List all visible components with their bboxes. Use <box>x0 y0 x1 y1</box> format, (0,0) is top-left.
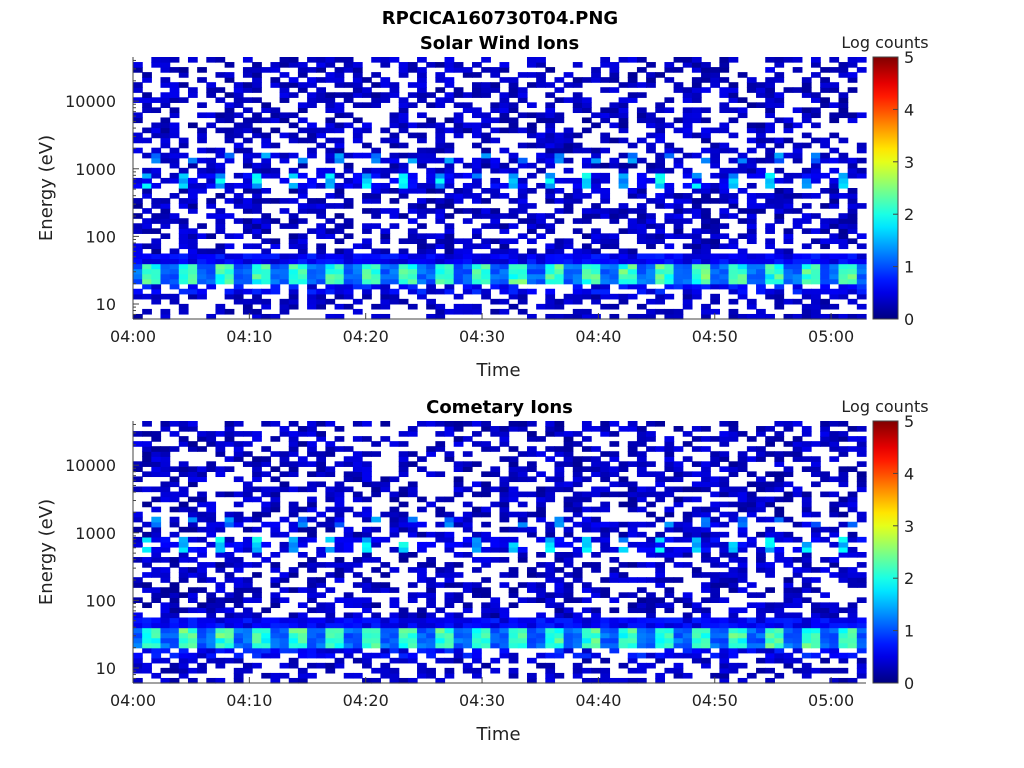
y-tick-label: 100 <box>85 227 116 246</box>
x-tick-label: 04:50 <box>692 327 738 346</box>
y-axis-label: Energy (eV) <box>36 135 57 241</box>
heatmap-cells <box>133 421 867 684</box>
x-tick-label: 05:00 <box>808 691 854 710</box>
x-axis-label: Time <box>475 360 520 381</box>
colorbar-tick-label: 1 <box>904 622 914 641</box>
x-tick-label: 04:40 <box>575 327 621 346</box>
y-tick-label: 100 <box>85 591 116 610</box>
x-tick-label: 04:10 <box>226 327 272 346</box>
colorbar-tick-label: 2 <box>904 569 914 588</box>
colorbar-tick-label: 4 <box>904 464 914 483</box>
y-tick-label: 10 <box>96 295 116 314</box>
y-tick-label: 10 <box>96 659 116 678</box>
y-tick-label: 1000 <box>75 524 116 543</box>
x-tick-label: 04:10 <box>226 691 272 710</box>
panels: Solar Wind Ions 04:00 04:10 04:20 04:30 04:40… <box>36 33 929 745</box>
x-axis-label: Time <box>475 724 520 745</box>
x-tick-label: 04:00 <box>110 327 156 346</box>
x-tick-label: 04:40 <box>575 691 621 710</box>
x-tick-label: 04:30 <box>459 691 505 710</box>
y-tick-label: 10000 <box>65 456 116 475</box>
panel-title: Solar Wind Ions <box>420 33 579 54</box>
colorbar-label: Log counts <box>841 33 928 52</box>
colorbar-tick-label: 0 <box>904 674 914 693</box>
x-tick-label: 04:30 <box>459 327 505 346</box>
figure-title: RPCICA160730T04.PNG <box>382 8 618 29</box>
colorbar-label: Log counts <box>841 397 928 416</box>
y-axis-label: Energy (eV) <box>36 499 57 605</box>
colorbar-tick-label: 1 <box>904 258 914 277</box>
colorbar-tick-label: 0 <box>904 310 914 329</box>
y-tick-label: 1000 <box>75 160 116 179</box>
x-tick-label: 04:50 <box>692 691 738 710</box>
x-tick-label: 04:20 <box>343 691 389 710</box>
x-tick-label: 05:00 <box>808 327 854 346</box>
colorbar-gradient <box>872 420 899 684</box>
x-tick-label: 04:00 <box>110 691 156 710</box>
panel-title: Cometary Ions <box>426 397 573 418</box>
x-tick-label: 04:20 <box>343 327 389 346</box>
y-tick-label: 10000 <box>65 92 116 111</box>
panel-solar-wind: Solar Wind Ions 04:00 04:10 04:20 04:30 04:40… <box>36 33 929 381</box>
colorbar-tick-label: 5 <box>904 48 914 67</box>
heatmap-cells <box>133 57 867 320</box>
colorbar-tick-label: 5 <box>904 412 914 431</box>
colorbar-gradient <box>872 56 899 320</box>
colorbar-tick-label: 3 <box>904 153 914 172</box>
colorbar-tick-label: 3 <box>904 517 914 536</box>
colorbar-tick-label: 4 <box>904 100 914 119</box>
colorbar-tick-label: 2 <box>904 205 914 224</box>
